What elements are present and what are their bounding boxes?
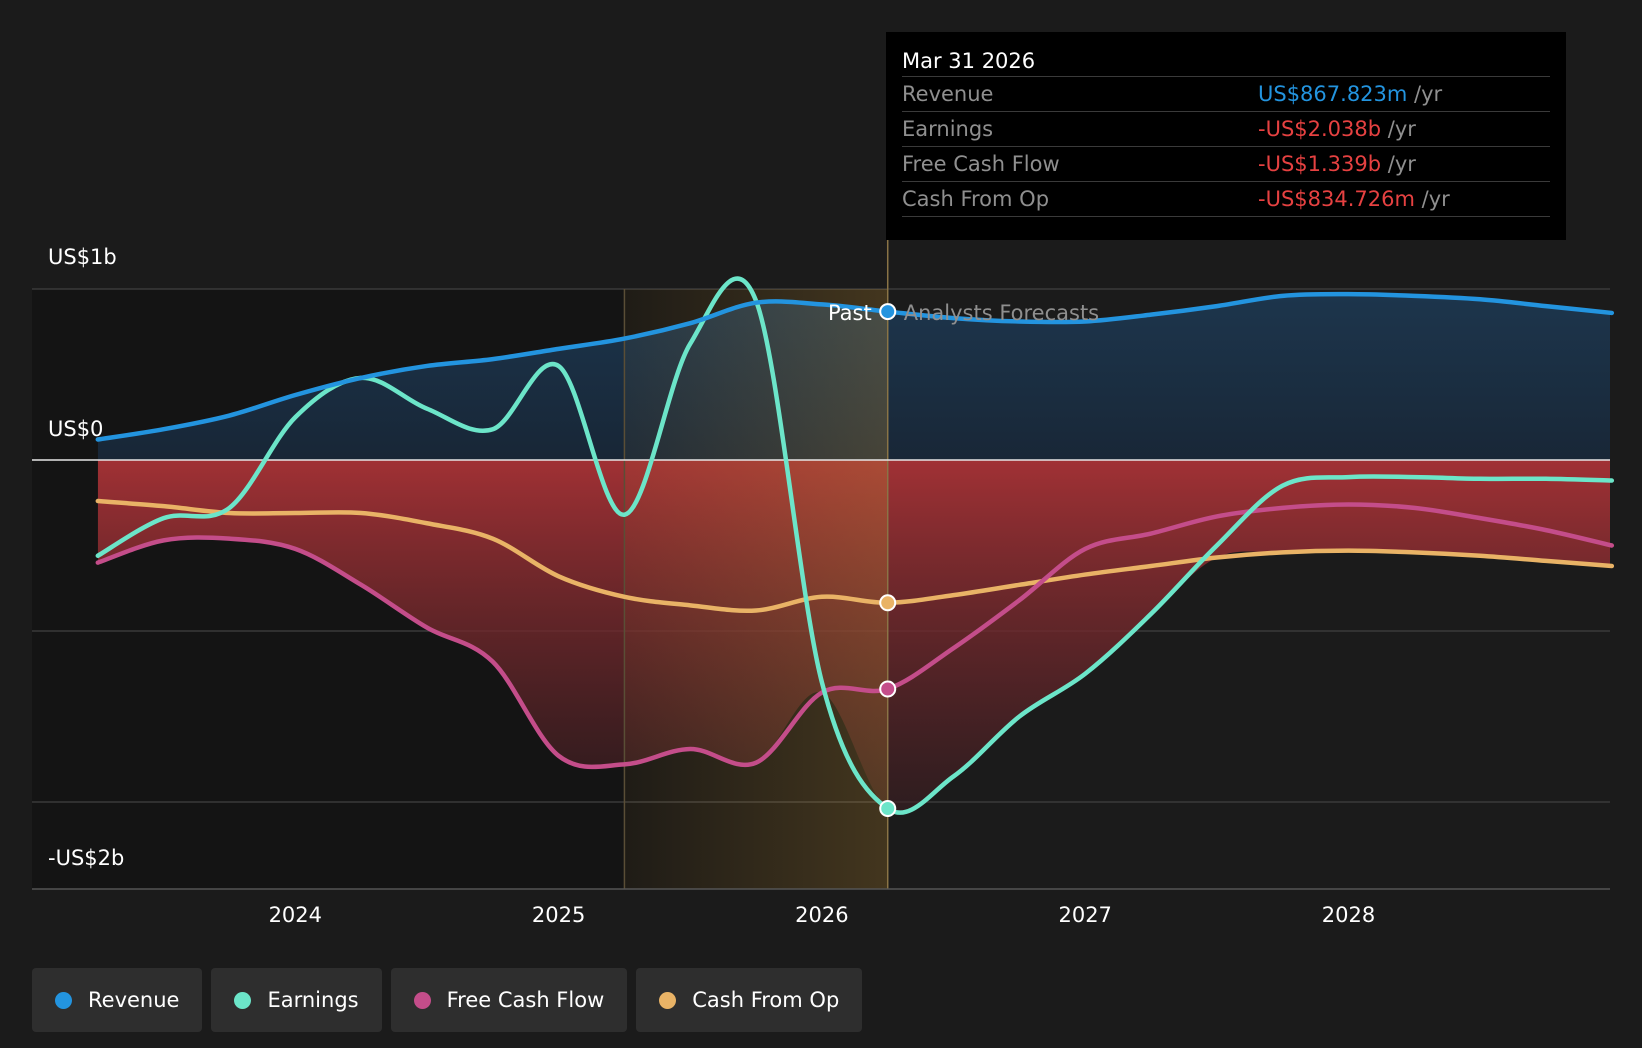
tooltip-value: -US$2.038b — [1258, 117, 1382, 141]
marker-revenue[interactable] — [879, 303, 897, 321]
y-tick-label: US$1b — [48, 245, 117, 269]
tooltip-unit: /yr — [1387, 117, 1416, 141]
x-tick-label: 2024 — [269, 903, 322, 927]
tooltip-value-wrap: US$867.823m /yr — [1258, 77, 1442, 111]
legend-label: Revenue — [88, 988, 180, 1012]
tooltip-unit: /yr — [1414, 82, 1443, 106]
tooltip-unit: /yr — [1387, 152, 1416, 176]
legend-dot-icon — [659, 991, 677, 1009]
tooltip-label: Free Cash Flow — [902, 152, 1060, 176]
x-tick-label: 2028 — [1322, 903, 1375, 927]
y-tick-label: -US$2b — [48, 846, 124, 870]
legend-label: Cash From Op — [692, 988, 840, 1012]
x-tick-label: 2026 — [795, 903, 848, 927]
tooltip-value-wrap: -US$1.339b /yr — [1258, 147, 1416, 181]
tooltip: Mar 31 2026 Revenue US$867.823m /yr Earn… — [886, 32, 1566, 240]
tooltip-value: -US$1.339b — [1258, 152, 1382, 176]
legend-item-free-cash-flow[interactable]: Free Cash Flow — [390, 968, 628, 1032]
past-label: Past — [828, 301, 872, 325]
x-tick-label: 2027 — [1058, 903, 1111, 927]
y-tick-label: US$0 — [48, 417, 103, 441]
tooltip-row-free-cash-flow: Free Cash Flow -US$1.339b /yr — [902, 147, 1550, 182]
legend-item-earnings[interactable]: Earnings — [211, 968, 382, 1032]
series-line-free-cash-flow — [95, 502, 1615, 770]
tooltip-value-wrap: -US$834.726m /yr — [1258, 182, 1450, 216]
tooltip-value: US$867.823m — [1258, 82, 1408, 106]
tooltip-label: Revenue — [902, 82, 994, 106]
legend-label: Earnings — [267, 988, 359, 1012]
legend-dot-icon — [55, 991, 72, 1009]
legend: Revenue Earnings Free Cash Flow Cash Fro… — [32, 968, 863, 1032]
tooltip-row-revenue: Revenue US$867.823m /yr — [902, 77, 1550, 112]
x-tick-label: 2025 — [532, 903, 585, 927]
highlight-band — [624, 289, 888, 889]
marker-free-cash-flow[interactable] — [879, 680, 897, 698]
legend-item-cash-from-op[interactable]: Cash From Op — [636, 968, 863, 1032]
series-line-earnings — [95, 276, 1615, 815]
marker-earnings[interactable] — [879, 799, 897, 817]
tooltip-date: Mar 31 2026 — [902, 46, 1550, 77]
forecast-label: Analysts Forecasts — [904, 301, 1099, 325]
legend-dot-icon — [234, 991, 252, 1009]
legend-item-revenue[interactable]: Revenue — [32, 968, 203, 1032]
tooltip-unit: /yr — [1421, 187, 1450, 211]
tooltip-label: Earnings — [902, 117, 994, 141]
legend-label: Free Cash Flow — [446, 988, 605, 1012]
tooltip-value-wrap: -US$2.038b /yr — [1258, 112, 1416, 146]
tooltip-row-earnings: Earnings -US$2.038b /yr — [902, 112, 1550, 147]
marker-cash-from-op[interactable] — [879, 594, 897, 612]
series-line-revenue — [95, 291, 1615, 442]
tooltip-row-cash-from-op: Cash From Op -US$834.726m /yr — [902, 182, 1550, 217]
series-line-cash-from-op — [95, 498, 1615, 614]
tooltip-label: Cash From Op — [902, 187, 1050, 211]
tooltip-value: -US$834.726m — [1258, 187, 1415, 211]
legend-dot-icon — [413, 991, 431, 1009]
